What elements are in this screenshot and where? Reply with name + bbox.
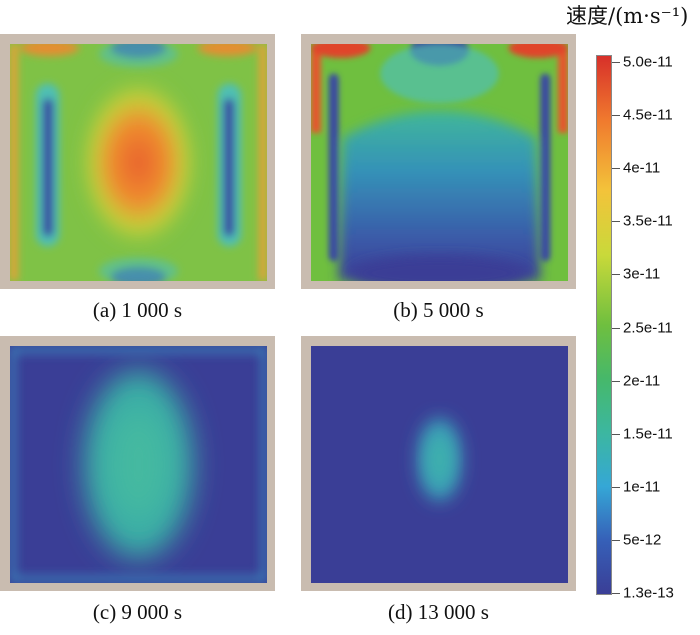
velocity-field-a <box>10 44 267 281</box>
caption-d: (d) 13 000 s <box>388 600 489 624</box>
velocity-field-b <box>311 44 568 281</box>
colorbar-tick-label: 1.3e-13 <box>623 584 674 602</box>
velocity-field-c <box>10 346 267 583</box>
colorbar-tick-label: 2.5e-11 <box>623 319 673 337</box>
colorbar-title: 速度/(m·s⁻¹) <box>566 4 689 28</box>
colorbar-tick <box>612 434 620 435</box>
velocity-field-d <box>311 346 568 583</box>
colorbar-tick <box>612 540 620 541</box>
panel-c <box>0 336 275 591</box>
panel-a <box>0 34 275 289</box>
colorbar-tick <box>612 593 620 594</box>
colorbar-tick <box>612 168 620 169</box>
colorbar-tick-label: 1e-11 <box>623 478 661 496</box>
colorbar-tick-label: 3e-11 <box>623 265 661 283</box>
colorbar-tick-label: 2e-11 <box>623 372 661 390</box>
caption-b: (b) 5 000 s <box>393 298 484 322</box>
colorbar-tick <box>612 115 620 116</box>
panel-b <box>301 34 576 289</box>
caption-a: (a) 1 000 s <box>92 298 183 322</box>
colorbar-tick-label: 4.5e-11 <box>623 106 673 124</box>
colorbar-tick-label: 1.5e-11 <box>623 425 673 443</box>
colorbar-tick <box>612 221 620 222</box>
colorbar-tick <box>612 328 620 329</box>
colorbar <box>596 55 612 595</box>
colorbar-tick <box>612 62 620 63</box>
colorbar-tick-label: 3.5e-11 <box>623 212 673 230</box>
caption-c: (c) 9 000 s <box>92 600 183 624</box>
colorbar-tick-label: 5.0e-11 <box>623 53 673 71</box>
colorbar-tick <box>612 381 620 382</box>
panel-d <box>301 336 576 591</box>
colorbar-tick <box>612 274 620 275</box>
colorbar-tick-label: 5e-12 <box>623 531 662 549</box>
colorbar-tick-label: 4e-11 <box>623 159 661 177</box>
colorbar-tick <box>612 487 620 488</box>
